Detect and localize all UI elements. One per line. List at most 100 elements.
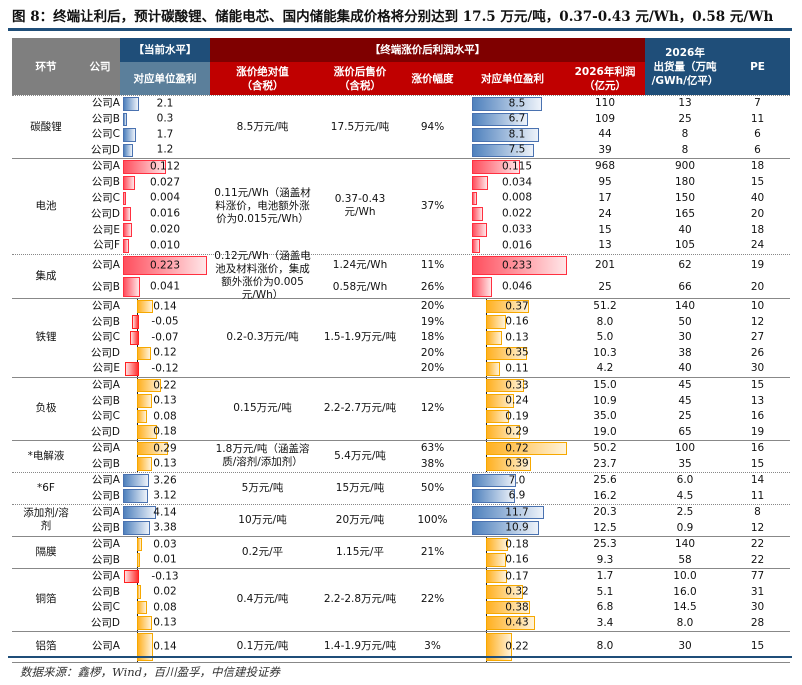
value-bar	[123, 505, 157, 520]
price-increase-abs: 0.2-0.3万元/吨	[226, 331, 299, 344]
value-text: 0.14	[153, 640, 177, 653]
value-text: 0.08	[153, 601, 177, 613]
value-text: 0.22	[505, 640, 529, 653]
price-increase-abs: 0.11元/Wh（涵盖材料涨价，电池额外涨价为0.015元/Wh）	[214, 186, 311, 225]
price-increase-pct: 94%	[420, 120, 445, 133]
current-unit-profit: 0.03	[120, 536, 210, 553]
current-unit-profit: 1.7	[120, 127, 210, 143]
pe-ratio: 19	[750, 425, 765, 438]
company-name: 公司B	[91, 489, 120, 502]
value-text: 0.22	[153, 379, 177, 391]
value-text: 8.5	[508, 97, 526, 110]
value-bar	[472, 505, 545, 520]
company-name: 公司D	[90, 346, 120, 359]
current-unit-profit: 1.2	[120, 143, 210, 159]
price-after: 17.5万元/吨	[330, 120, 390, 133]
price-after: 1.5-1.9万元/吨	[323, 331, 397, 344]
group-5: *电解液 公司A 0.29 63% 0.72 50.2 100 16 公司B 0.13 38% 0.3…	[12, 439, 790, 472]
group-2: 集成 公司A 0.223 1.24元/Wh 11% 0.233 201 62 19 公司B 0.04…	[12, 250, 790, 301]
value-bar	[123, 128, 137, 142]
terminal-unit-profit: 10.9	[460, 520, 565, 536]
profit-2026: 19.0	[593, 425, 617, 438]
current-unit-profit: -0.13	[120, 568, 210, 585]
price-increase-pct: 3%	[424, 640, 441, 653]
value-text: 0.3	[156, 112, 174, 125]
pe-ratio: 30	[750, 601, 765, 613]
value-bar	[137, 632, 153, 661]
pe-ratio: 15	[750, 457, 765, 470]
value-bar	[486, 553, 506, 567]
value-text: 0.033	[501, 223, 533, 236]
value-bar	[486, 441, 568, 456]
terminal-unit-profit: 0.32	[460, 584, 565, 600]
current-unit-profit: -0.07	[120, 329, 210, 346]
company-name: 公司B	[91, 176, 120, 189]
header-shipment: 2026年 出货量（万吨 /GWh/亿平）	[645, 38, 725, 95]
company-name: 公司D	[90, 425, 120, 438]
value-text: 0.39	[505, 457, 529, 470]
value-bar	[137, 394, 152, 408]
value-bar	[472, 191, 478, 206]
company-name: 公司B	[91, 112, 120, 125]
company-name: 公司A	[91, 160, 120, 173]
company-name: 公司C	[91, 601, 120, 613]
current-unit-profit: 0.08	[120, 599, 210, 616]
shipment-2026: 165	[674, 207, 696, 220]
value-text: 0.18	[153, 425, 177, 438]
value-bar	[472, 207, 483, 222]
value-text: 0.01	[153, 553, 177, 566]
value-bar	[472, 128, 539, 142]
company-name: 公司B	[91, 315, 120, 328]
value-bar	[137, 441, 168, 456]
negative-bar	[124, 569, 139, 584]
value-bar	[486, 425, 520, 439]
value-text: 0.03	[153, 538, 177, 550]
shipment-2026: 16.0	[673, 585, 697, 598]
company-name: 公司B	[91, 553, 120, 566]
terminal-unit-profit: 0.022	[460, 206, 565, 222]
value-bar	[472, 175, 488, 190]
header-current-group: 【当前水平】	[120, 38, 210, 62]
value-text: 0.12	[153, 346, 177, 359]
terminal-unit-profit: 0.034	[460, 175, 565, 191]
value-text: 0.72	[505, 442, 529, 454]
shipment-2026: 45	[678, 394, 692, 407]
value-text: 0.046	[501, 280, 533, 293]
pe-ratio: 15	[750, 640, 765, 653]
value-text: 6.9	[508, 489, 526, 502]
company-name: 公司B	[91, 457, 120, 470]
terminal-unit-profit: 0.24	[460, 393, 565, 409]
terminal-unit-profit: 0.38	[460, 599, 565, 616]
profit-2026: 8.0	[596, 640, 614, 653]
profit-2026: 44	[598, 128, 612, 141]
value-bar	[486, 600, 530, 615]
pe-ratio: 11	[750, 112, 765, 125]
table-body: 碳酸锂 公司A 2.1 8.5 110 13 7 公司B 0.3 6.7 109 25 11 公司C 1.7…	[12, 95, 790, 663]
value-text: 0.38	[505, 601, 529, 613]
company-name: 公司A	[91, 442, 120, 454]
title-divider	[8, 28, 792, 31]
value-text: 0.43	[505, 616, 529, 629]
terminal-unit-profit: 0.43	[460, 615, 565, 631]
profit-2026: 6.8	[596, 601, 614, 613]
price-increase-abs: 10万元/吨	[238, 513, 287, 526]
terminal-unit-profit: 0.016	[460, 238, 565, 254]
negative-bar	[132, 315, 139, 329]
shipment-2026: 65	[678, 425, 692, 438]
figure-title: 图 8：终端让利后，预计碳酸锂、储能电芯、国内储能集成价格将分别达到 17.5 …	[12, 9, 774, 25]
pe-ratio: 18	[750, 160, 765, 173]
shipment-2026: 2.5	[676, 506, 694, 518]
profit-2026: 110	[594, 97, 616, 110]
shipment-2026: 8	[681, 128, 689, 141]
current-unit-profit: 0.13	[120, 615, 210, 631]
value-text: 0.37	[505, 300, 529, 313]
shipment-2026: 25	[678, 112, 692, 125]
value-bar	[137, 425, 157, 439]
terminal-unit-profit: 0.16	[460, 552, 565, 568]
terminal-unit-profit: 7.5	[460, 143, 565, 159]
profit-2026: 24	[598, 207, 612, 220]
profit-2026: 1.7	[596, 570, 614, 582]
value-text: 0.18	[505, 538, 529, 550]
segment-label: 铁锂	[35, 331, 57, 344]
profit-2026: 15.0	[593, 379, 617, 391]
